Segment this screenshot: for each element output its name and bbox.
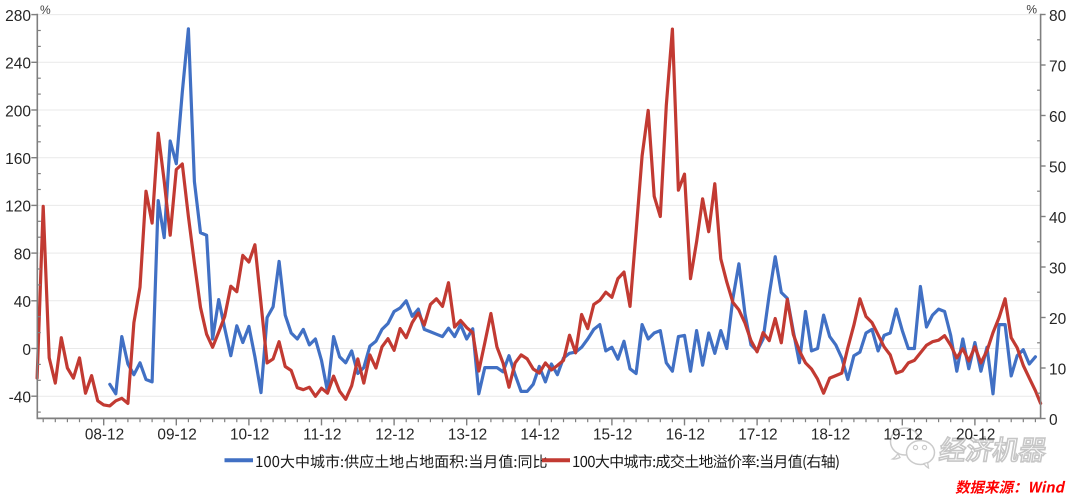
- svg-text:10-12: 10-12: [230, 427, 269, 444]
- svg-text:40: 40: [14, 294, 32, 311]
- svg-text:50: 50: [1049, 159, 1067, 176]
- svg-text:20: 20: [1049, 311, 1067, 328]
- svg-text:%: %: [40, 3, 51, 17]
- svg-text:17-12: 17-12: [738, 427, 777, 444]
- svg-text:60: 60: [1049, 109, 1067, 126]
- svg-text:14-12: 14-12: [520, 427, 559, 444]
- svg-text:10: 10: [1049, 361, 1067, 378]
- svg-text:%: %: [1026, 3, 1037, 17]
- svg-text:200: 200: [5, 103, 31, 120]
- svg-text:18-12: 18-12: [811, 427, 850, 444]
- svg-text:19-12: 19-12: [883, 427, 922, 444]
- svg-text:08-12: 08-12: [85, 427, 124, 444]
- svg-text:120: 120: [5, 199, 31, 216]
- svg-text:30: 30: [1049, 260, 1067, 277]
- svg-text:70: 70: [1049, 58, 1067, 75]
- svg-text:80: 80: [14, 246, 32, 263]
- svg-text:16-12: 16-12: [666, 427, 705, 444]
- svg-text:15-12: 15-12: [593, 427, 632, 444]
- svg-text:12-12: 12-12: [375, 427, 414, 444]
- svg-text:-40: -40: [9, 390, 32, 407]
- svg-text:240: 240: [5, 56, 31, 73]
- svg-text:80: 80: [1049, 8, 1067, 25]
- svg-text:0: 0: [22, 342, 31, 359]
- svg-text:13-12: 13-12: [448, 427, 487, 444]
- svg-text:160: 160: [5, 151, 31, 168]
- svg-text:280: 280: [5, 8, 31, 25]
- svg-text:20-12: 20-12: [956, 427, 995, 444]
- svg-text:09-12: 09-12: [157, 427, 196, 444]
- svg-text:40: 40: [1049, 210, 1067, 227]
- svg-text:0: 0: [1049, 412, 1058, 429]
- svg-text:11-12: 11-12: [303, 427, 341, 444]
